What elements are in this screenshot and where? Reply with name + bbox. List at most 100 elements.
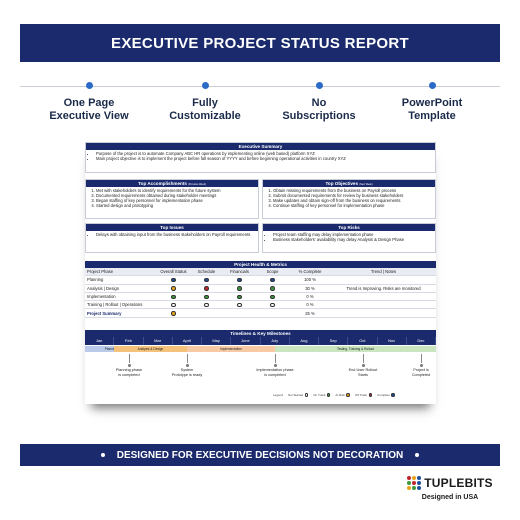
overall-status-cell bbox=[157, 294, 190, 300]
milestone-label: System Prototype is ready bbox=[171, 368, 203, 377]
status-dot-icon bbox=[270, 286, 275, 291]
status-dot-icon bbox=[171, 294, 176, 300]
accomplishments-note: (Previous Week) bbox=[188, 183, 206, 186]
milestone-dot-icon bbox=[273, 364, 277, 367]
phase-cell: Planning bbox=[87, 277, 104, 283]
legend-label: On Track bbox=[313, 393, 326, 397]
financials-cell bbox=[223, 302, 256, 308]
phase-bar: Testing, Training & Rollout bbox=[275, 346, 436, 352]
header-cell: Scope bbox=[266, 269, 279, 275]
feature-dot-icon bbox=[201, 82, 209, 89]
notes-cell: Trend is Improving. Risks are monitored bbox=[346, 285, 421, 291]
table-row: Analysis | Design 30 % Trend is Improving.… bbox=[85, 285, 436, 293]
feature-label: PowerPoint Template bbox=[401, 97, 463, 122]
accomplishment-item: Documented requirements obtained during … bbox=[96, 193, 254, 198]
legend-dot-icon bbox=[326, 393, 331, 397]
month-cell: May bbox=[202, 337, 232, 345]
feature-dot-icon bbox=[85, 82, 93, 89]
feature-dot-icon bbox=[428, 82, 436, 89]
status-dot-icon bbox=[270, 278, 275, 283]
schedule-cell bbox=[190, 277, 223, 283]
table-header-row: Project Phase Overall Status Schedule Fi… bbox=[85, 268, 436, 277]
brand-logo: TUPLEBITS bbox=[407, 476, 493, 490]
month-cell: Feb bbox=[114, 337, 144, 345]
feature-timeline-line bbox=[20, 86, 500, 87]
schedule-cell bbox=[190, 286, 223, 291]
risks-title: Top Risks bbox=[263, 224, 435, 231]
status-dot-icon bbox=[237, 302, 242, 308]
phase-bar: Planning bbox=[85, 346, 137, 352]
brand-tagline: Designed in USA bbox=[421, 494, 479, 501]
month-cell: Mar bbox=[143, 337, 173, 345]
month-cell: Dec bbox=[406, 337, 436, 345]
month-cell: April bbox=[172, 337, 202, 345]
status-dot-icon bbox=[204, 286, 209, 291]
complete-cell: 100 % bbox=[304, 277, 316, 283]
table-row: Training | Rollout | Operations 0 % bbox=[85, 301, 436, 310]
legend-label: Off Track bbox=[354, 393, 368, 397]
scope-cell bbox=[256, 302, 289, 308]
month-cell: Nov bbox=[377, 337, 407, 345]
month-cell: July bbox=[260, 337, 290, 345]
complete-cell: 25 % bbox=[305, 310, 315, 316]
month-cell: Jan bbox=[85, 337, 115, 345]
legend-item: On Track bbox=[313, 393, 331, 397]
summary-bullet: Main project objective is to implement t… bbox=[96, 156, 431, 161]
risk-item: Business stakeholders' availability may … bbox=[273, 237, 431, 242]
report-preview: Executive Summary Purpose of the project… bbox=[85, 142, 436, 404]
status-dot-icon bbox=[270, 302, 275, 308]
accomplishments-title: Top Accomplishments (Previous Week) bbox=[86, 180, 258, 187]
legend-dot-icon bbox=[368, 393, 373, 397]
milestone: Project is Completed bbox=[401, 354, 441, 377]
table-row: Planning 100 % bbox=[85, 276, 436, 285]
feature-label: Fully Customizable bbox=[169, 97, 241, 122]
header-cell: Overall Status bbox=[160, 269, 187, 275]
risk-item: Project team staffing may delay implemen… bbox=[273, 232, 431, 237]
month-bar: Jan Feb Mar April May June July Aug Sep Oct Nov Dec bbox=[85, 337, 436, 345]
table-row: Implementation 0 % bbox=[85, 293, 436, 302]
objectives-box: Top Objectives (Next Week) Obtain missin… bbox=[262, 179, 436, 219]
header-cell: Trend | Notes bbox=[370, 269, 397, 275]
risks-box: Top Risks Project team staffing may dela… bbox=[262, 223, 436, 253]
schedule-cell bbox=[190, 302, 223, 308]
complete-cell: 0 % bbox=[306, 302, 314, 308]
legend-dot-icon bbox=[346, 393, 350, 397]
scope-cell bbox=[256, 286, 289, 291]
milestone-label: End User Rollout Starts bbox=[348, 368, 378, 377]
financials-cell bbox=[223, 286, 256, 291]
logo-dots-icon bbox=[407, 476, 422, 490]
legend-dot-icon bbox=[391, 393, 395, 397]
milestone-label: Project is Completed bbox=[411, 368, 431, 377]
objective-item: Continue staffing of key personnel for i… bbox=[273, 203, 431, 208]
milestone-dot-icon bbox=[127, 364, 131, 367]
issues-title: Top Issues bbox=[86, 224, 258, 231]
feature-powerpoint: PowerPoint Template bbox=[377, 82, 487, 123]
feature-dot-icon bbox=[315, 82, 323, 89]
status-dot-icon bbox=[270, 294, 275, 300]
header-cell: Financials bbox=[230, 269, 249, 275]
accomplishment-item: Met with stakeholders to identify requir… bbox=[96, 188, 254, 193]
month-cell: Aug bbox=[289, 337, 319, 345]
executive-summary-title: Executive Summary bbox=[86, 143, 435, 150]
legend-item: At Risk bbox=[335, 393, 350, 397]
feature-no-subscriptions: No Subscriptions bbox=[264, 82, 374, 123]
summary-bullet: Purpose of the project is to automate Co… bbox=[96, 151, 431, 156]
financials-cell bbox=[223, 294, 256, 300]
status-dot-icon bbox=[237, 286, 242, 291]
status-dot-icon bbox=[237, 294, 242, 300]
accomplishment-item: Began staffing of key personnel for impl… bbox=[96, 198, 254, 203]
milestone-dot-icon bbox=[185, 364, 189, 367]
header-cell: % Complete bbox=[298, 269, 322, 275]
milestone-dot-icon bbox=[361, 364, 365, 367]
scope-cell bbox=[256, 294, 289, 300]
status-dot-icon bbox=[204, 278, 209, 283]
milestones-section: Timelines & Key Milestones Jan Feb Mar Apri… bbox=[85, 330, 436, 377]
financials-cell bbox=[223, 277, 256, 283]
brand-name: TUPLEBITS bbox=[424, 476, 493, 490]
status-dot-icon bbox=[171, 286, 176, 291]
status-legend: Legend Not Started On Track At Risk Off Tra… bbox=[273, 393, 395, 397]
status-dot-icon bbox=[171, 278, 176, 283]
overall-status-cell bbox=[157, 277, 190, 283]
banner-dot-icon bbox=[100, 453, 105, 457]
